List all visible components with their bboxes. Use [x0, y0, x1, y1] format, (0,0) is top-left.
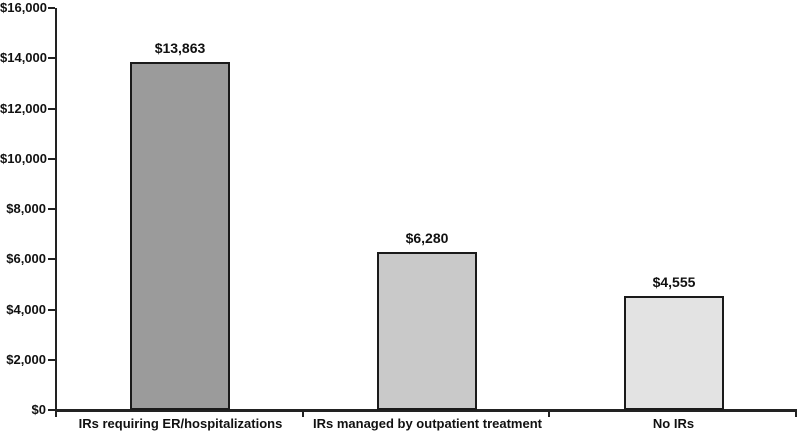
x-axis-line: [55, 409, 797, 412]
y-tick-label: $14,000: [0, 50, 47, 66]
y-axis-tick: [48, 409, 55, 411]
y-tick-label: $12,000: [0, 100, 47, 116]
y-tick-label: $16,000: [0, 0, 47, 15]
bar-3: [624, 296, 724, 410]
bar-value-label: $6,280: [405, 230, 449, 246]
y-axis-line: [55, 8, 57, 417]
y-axis-tick: [48, 358, 55, 361]
bar-2: [377, 252, 477, 410]
y-tick-label: $0: [31, 402, 46, 417]
y-axis-tick: [48, 208, 55, 210]
y-axis-tick: [48, 7, 55, 9]
bar-value-label: $13,863: [154, 40, 206, 56]
y-tick-label: $8,000: [6, 201, 46, 216]
y-axis-tick: [48, 57, 55, 60]
y-axis-tick: [48, 308, 55, 311]
y-tick-label: $6,000: [6, 251, 46, 267]
y-axis-tick: [48, 258, 55, 261]
y-tick-label: $2,000: [6, 351, 46, 367]
bar-value-label: $4,555: [652, 274, 696, 290]
y-tick-label: $4,000: [6, 301, 46, 317]
category-label: IRs managed by outpatient treatment: [313, 416, 542, 431]
x-axis-tick: [795, 410, 797, 417]
y-axis-tick: [48, 157, 55, 160]
y-axis-tick: [48, 107, 55, 110]
bar-1: [130, 62, 230, 410]
x-axis-tick: [301, 410, 304, 417]
category-label: No IRs: [652, 416, 695, 431]
y-tick-label: $10,000: [0, 150, 47, 166]
category-label: IRs requiring ER/hospitalizations: [78, 416, 283, 431]
x-axis-tick: [548, 410, 551, 417]
